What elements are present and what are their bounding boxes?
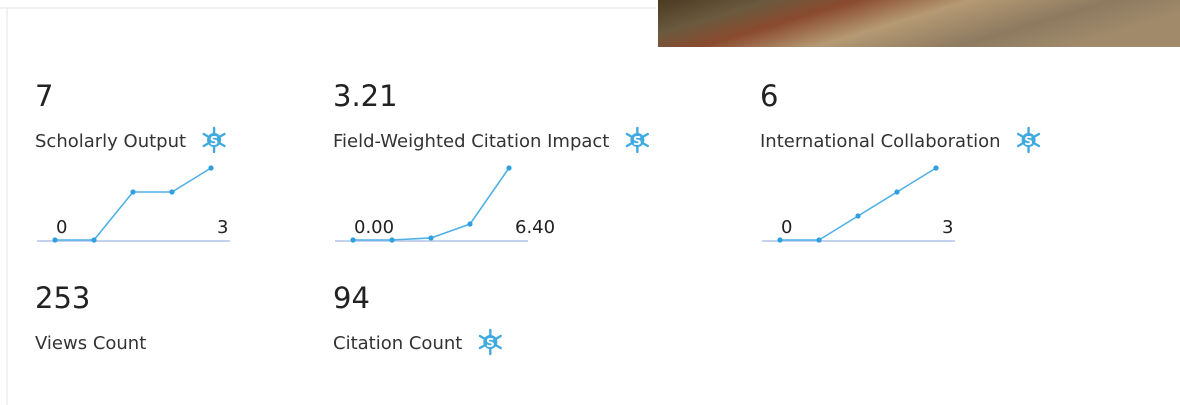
sparkline-point xyxy=(389,237,395,243)
sparkline-point xyxy=(91,237,97,243)
metric-label: Field-Weighted Citation Impact xyxy=(333,131,609,152)
sparkline-point xyxy=(52,237,58,243)
sparkline-min-label: 0.00 xyxy=(354,217,394,238)
sparkline-point xyxy=(894,189,900,195)
metric-label: Scholarly Output xyxy=(35,131,186,152)
metric-info-icon xyxy=(202,126,226,154)
metric-label: Citation Count xyxy=(333,333,462,354)
sparkline-min-label: 0 xyxy=(781,217,792,238)
sparkline-point xyxy=(933,165,939,171)
sparkline-point xyxy=(169,189,175,195)
sparkline-point xyxy=(467,221,473,227)
metric-info-icon xyxy=(1016,126,1041,154)
metric-value: 253 xyxy=(35,281,90,315)
metric-value: 6 xyxy=(760,79,778,113)
sparkline-point xyxy=(208,165,214,171)
sparkline-point xyxy=(855,213,861,219)
metric-value: 94 xyxy=(333,281,370,315)
sparkline-min-label: 0 xyxy=(56,217,67,238)
sparkline-max-label: 6.40 xyxy=(515,217,555,238)
sparkline-line xyxy=(780,167,937,241)
sparkline-point xyxy=(428,235,434,241)
metric-value: 3.21 xyxy=(333,79,398,113)
sparkline-point xyxy=(130,189,136,195)
sparkline-max-label: 3 xyxy=(942,217,953,238)
sparkline-point xyxy=(506,165,512,171)
sparkline-point xyxy=(816,237,822,243)
metric-info-icon xyxy=(625,126,649,154)
sparkline-line xyxy=(55,167,212,241)
metric-value: 7 xyxy=(35,79,53,113)
header-photo xyxy=(658,0,1180,47)
metric-label: International Collaboration xyxy=(760,131,1001,152)
metric-info-icon xyxy=(478,328,502,356)
metric-label: Views Count xyxy=(35,333,146,354)
sparkline-max-label: 3 xyxy=(217,217,228,238)
sparkline-point xyxy=(777,237,783,243)
sparkline-point xyxy=(350,237,356,243)
